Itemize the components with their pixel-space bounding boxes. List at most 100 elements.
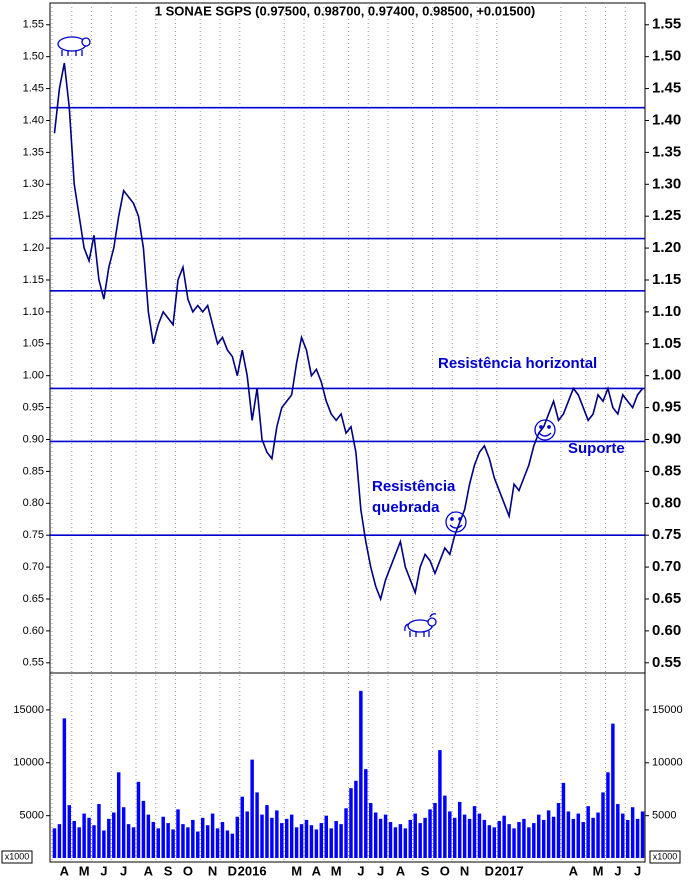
y-tick-label: 1.25 [23,210,44,222]
x-tick-label: M [79,863,90,878]
volume-bar [230,833,235,858]
volume-bar [522,818,526,858]
volume-bar [215,828,220,858]
y-tick-label: 0.65 [652,590,681,607]
y-tick-label: 0.70 [23,561,44,573]
volume-bar [344,808,348,858]
y-tick-label: 0.80 [652,494,681,511]
volume-bar [571,818,576,858]
volume-bar [630,807,635,858]
volume-bar [428,809,432,858]
volume-bar [77,827,81,858]
volume-bar [581,822,585,858]
y-tick-label: 1.35 [652,143,681,160]
volume-bar [131,827,136,858]
chart-title: 1 SONAE SGPS (0.97500, 0.98700, 0.97400,… [155,3,536,18]
x-tick-label: S [421,863,430,878]
y-tick-label: 1.40 [652,111,681,128]
volume-bar [398,824,403,858]
y-tick-label: 5000 [20,810,44,822]
x-tick-label: J [120,863,127,878]
volume-bar [413,813,417,858]
volume-bar [373,812,378,858]
annotation: Suporte [568,440,625,457]
y-tick-label: 1.00 [652,367,681,384]
volume-bar [586,806,590,858]
volume-bar [191,819,195,858]
volume-bar [403,828,408,858]
y-tick-label: 0.75 [652,526,681,543]
y-tick-label: 0.55 [23,657,44,669]
bear-icon [57,36,91,56]
volume-bar [270,817,274,858]
x-tick-label: O [440,863,450,878]
annotation: Resistência [372,478,456,495]
volume-bar [92,825,96,858]
volume-bar [196,831,200,858]
y-tick-label: 5000 [652,810,676,822]
volume-bar [245,811,249,858]
y-tick-label: 1.45 [652,80,681,97]
volume-bar [640,811,645,858]
y-tick-label: 0.80 [23,497,44,509]
volume-bar [146,814,151,858]
volume-bar [369,802,373,858]
volume-bar [97,804,101,858]
x-tick-label: J [614,863,621,878]
unit-box [649,850,681,864]
volume-bar [453,817,457,858]
volume-bar [319,823,324,858]
volume-bar [601,792,605,858]
volume-bar [220,822,225,858]
x-tick-label: 2016 [238,863,267,878]
x-tick-label: J [377,863,384,878]
volume-bar [492,827,497,858]
volume-bar [611,723,615,858]
volume-bar [265,805,269,858]
volume-bar [289,814,294,858]
volume-bar [72,820,76,858]
volume-bar [314,829,319,858]
y-tick-label: 1.55 [652,16,681,33]
volume-bar [477,813,482,858]
volume-bar [280,823,284,858]
volume-bar [502,815,506,858]
volume-bar [210,813,215,858]
volume-bar [359,690,363,858]
volume-bar [393,827,398,858]
volume-bar [304,819,309,858]
volume-bar [388,822,393,858]
bull-icon [404,613,437,637]
x-tick-label: S [164,863,173,878]
y-tick-label: 15000 [652,704,683,716]
volume-bar [438,750,442,858]
volume-unit: x1000 [5,851,30,861]
volume-bar [457,801,462,858]
volume-bar [635,818,640,858]
volume-bar [497,820,501,858]
volume-bar [546,810,551,858]
volume-bar [383,814,388,858]
x-tick-label: N [208,863,217,878]
volume-bar [566,811,571,858]
x-tick-label: A [60,863,70,878]
x-tick-label: N [460,863,469,878]
volume-bar [512,828,516,858]
volume-bar [225,830,230,858]
y-tick-label: 1.15 [652,271,681,288]
y-tick-label: 0.55 [652,654,681,671]
marks [50,62,645,858]
volume-bar [448,811,452,858]
x-tick-label: A [312,863,322,878]
x-tick-label: J [634,863,641,878]
volume-bar [166,823,170,858]
volume-bar [551,816,556,858]
volume-bar [156,828,160,858]
volume-bar [205,825,210,858]
y-tick-label: 1.20 [652,239,681,256]
volume-unit: x1000 [653,851,678,861]
y-tick-label: 0.95 [23,401,44,413]
y-tick-label: 0.95 [652,399,681,416]
y-tick-label: 0.60 [652,622,681,639]
y-tick-label: 1.15 [23,274,44,286]
